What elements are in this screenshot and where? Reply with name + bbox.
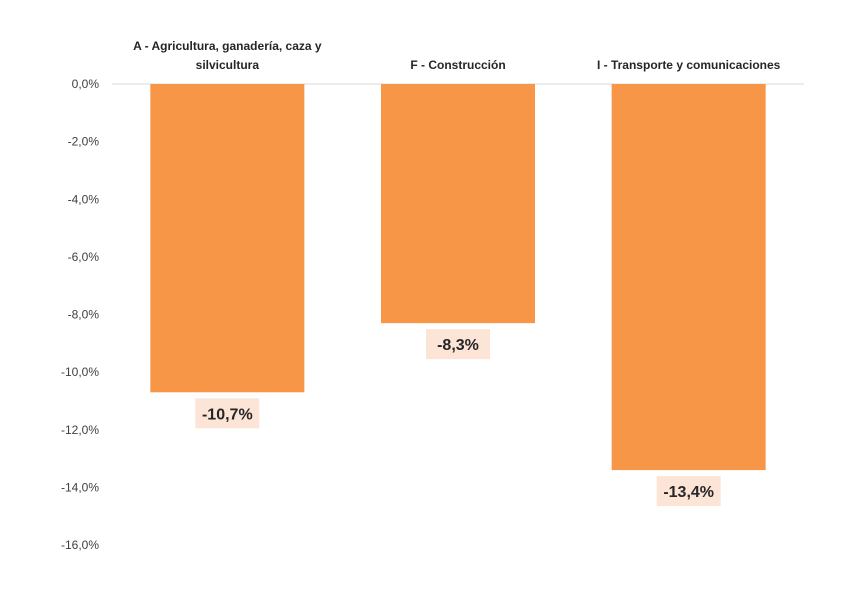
bar — [611, 84, 766, 471]
data-label: -8,3% — [437, 337, 479, 354]
bars-group — [150, 84, 766, 471]
category-label: F - Construcción — [410, 58, 505, 72]
category-label: A - Agricultura, ganadería, caza y — [133, 39, 322, 53]
data-label-box — [426, 329, 490, 360]
data-label: -13,4% — [663, 484, 714, 501]
data-label-box — [195, 398, 260, 429]
y-tick-label: -2,0% — [68, 135, 100, 149]
y-tick-label: -12,0% — [61, 423, 99, 437]
category-label: silvicultura — [196, 58, 260, 72]
data-label: -10,7% — [202, 406, 253, 423]
y-tick-label: -10,0% — [61, 365, 99, 379]
y-tick-label: -6,0% — [68, 250, 100, 264]
bar — [150, 84, 305, 393]
data-label-box — [656, 476, 721, 507]
y-axis-ticks: 0,0% -2,0% -4,0% -6,0% -8,0% -10,0% -12,0% -14,… — [61, 77, 99, 552]
y-tick-label: 0,0% — [72, 77, 100, 91]
data-labels: -10,7% -8,3% -13,4% — [195, 329, 721, 507]
y-tick-label: -14,0% — [61, 480, 99, 494]
category-labels: A - Agricultura, ganadería, caza y silvic… — [133, 39, 781, 72]
y-tick-label: -4,0% — [68, 192, 100, 206]
y-tick-label: -16,0% — [61, 538, 99, 552]
bar — [381, 84, 535, 324]
y-tick-label: -8,0% — [68, 308, 100, 322]
category-label: I - Transporte y comunicaciones — [597, 58, 781, 72]
